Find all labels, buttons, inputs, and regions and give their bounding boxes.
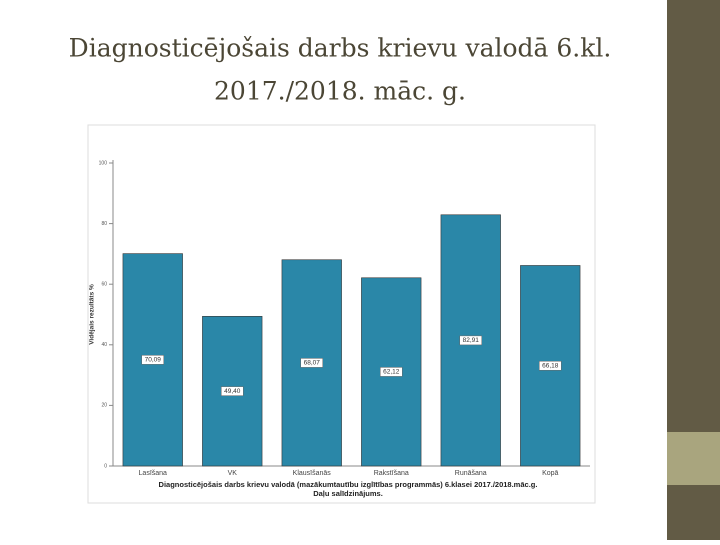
value-label: 70,09 bbox=[145, 357, 162, 364]
y-tick-label: 60 bbox=[101, 282, 107, 288]
chart: 0 20 40 60 80 100 Vidējais rezultāts % Lasīšana… bbox=[89, 160, 590, 498]
value-label-box bbox=[380, 367, 403, 377]
x-tick-label: Klausīšanās bbox=[293, 470, 332, 477]
slide-title: 2017./2018. māc. g. bbox=[214, 77, 466, 106]
value-label: 66,18 bbox=[542, 362, 559, 369]
x-tick-label: Lasīšana bbox=[139, 470, 168, 477]
value-label-box bbox=[300, 358, 323, 368]
value-label: 49,40 bbox=[224, 388, 241, 395]
value-label: 68,07 bbox=[304, 360, 321, 367]
sidebar-accent bbox=[667, 432, 720, 485]
y-tick-label: 0 bbox=[104, 463, 107, 469]
value-label: 62,12 bbox=[383, 369, 400, 376]
x-tick-label: Rakstīšana bbox=[374, 470, 409, 477]
x-axis-label: Diagnosticējošais darbs krievu valodā (m… bbox=[159, 480, 538, 489]
y-tick-label: 40 bbox=[101, 342, 107, 348]
value-label-box bbox=[141, 355, 164, 365]
slide-title: Diagnosticējošais darbs krievu valodā 6.… bbox=[69, 34, 612, 63]
y-tick-label: 20 bbox=[101, 403, 107, 409]
y-axis-label: Vidējais rezultāts % bbox=[89, 284, 96, 345]
x-tick-label: Kopā bbox=[542, 470, 558, 477]
y-tick-label: 100 bbox=[99, 160, 108, 166]
y-tick-label: 80 bbox=[101, 221, 107, 227]
value-label-box bbox=[459, 335, 482, 346]
x-tick-label: VK bbox=[228, 470, 238, 477]
value-label-box bbox=[539, 360, 562, 371]
x-tick-label: Runāšana bbox=[455, 470, 487, 477]
value-label: 82,91 bbox=[463, 337, 480, 344]
x-axis-label: Daļu salīdzinājums. bbox=[313, 489, 383, 498]
value-label-box bbox=[221, 386, 244, 396]
